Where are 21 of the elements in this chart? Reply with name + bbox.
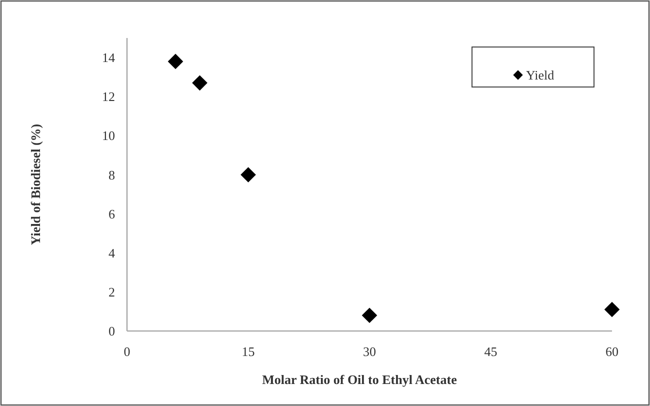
point [604,302,620,318]
x-tick-label: 30 [363,344,376,359]
x-tick-label: 60 [606,344,618,359]
y-tick-label: 10 [102,128,115,144]
y-axis-title: Yield of Biodiesel (%) [28,124,43,246]
x-tick-label: 45 [484,344,498,359]
y-tick-label: 4 [108,245,116,260]
point [362,308,378,324]
x-tick-label: 15 [242,344,255,359]
legend-label: Yield [526,68,555,83]
x-axis-title: Molar Ratio of Oil to Ethyl Acetate [262,372,458,387]
x-tick-label: 0 [124,344,130,359]
y-tick-label: 0 [108,324,115,339]
point [192,75,208,91]
y-tick-label: 12 [102,89,115,104]
point [240,167,256,182]
y-tick-label: 14 [102,50,116,66]
y-tick-label: 8 [108,167,115,182]
y-tick-label: 6 [108,206,116,222]
y-tick-label: 2 [108,284,115,300]
point [168,54,184,70]
